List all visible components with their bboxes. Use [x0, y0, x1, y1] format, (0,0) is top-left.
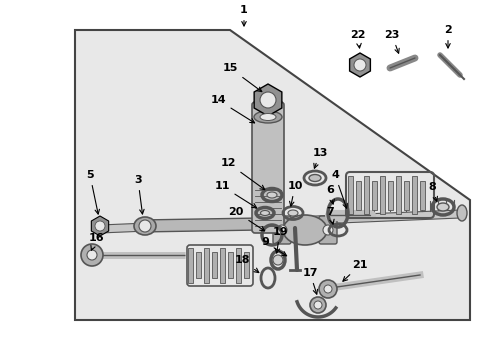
- Text: 5: 5: [86, 170, 99, 214]
- Bar: [220, 248, 224, 283]
- Text: 11: 11: [214, 181, 256, 208]
- Text: 12: 12: [220, 158, 264, 190]
- Bar: [387, 181, 392, 210]
- FancyBboxPatch shape: [272, 216, 290, 244]
- Ellipse shape: [308, 175, 320, 181]
- Circle shape: [309, 297, 325, 313]
- Text: 20: 20: [228, 207, 264, 231]
- Text: 22: 22: [349, 30, 365, 48]
- Ellipse shape: [456, 205, 466, 221]
- Circle shape: [87, 250, 97, 260]
- Bar: [244, 252, 248, 278]
- Ellipse shape: [134, 217, 156, 235]
- Circle shape: [139, 220, 151, 232]
- Bar: [355, 181, 360, 210]
- Bar: [411, 176, 416, 214]
- Text: 7: 7: [325, 207, 333, 224]
- Text: 13: 13: [312, 148, 327, 168]
- Text: 21: 21: [342, 260, 367, 281]
- Bar: [363, 176, 368, 214]
- Bar: [236, 248, 241, 283]
- Text: 23: 23: [384, 30, 399, 53]
- Text: 17: 17: [302, 268, 317, 294]
- Text: 19: 19: [272, 227, 287, 253]
- Circle shape: [95, 221, 105, 231]
- Text: 2: 2: [443, 25, 451, 48]
- Circle shape: [313, 301, 321, 309]
- Text: 6: 6: [325, 185, 334, 204]
- Text: 1: 1: [240, 5, 247, 26]
- Text: 3: 3: [134, 175, 144, 214]
- Circle shape: [81, 244, 103, 266]
- Circle shape: [324, 285, 331, 293]
- Text: 10: 10: [287, 181, 302, 206]
- Ellipse shape: [260, 211, 269, 216]
- Bar: [187, 248, 193, 283]
- Ellipse shape: [436, 203, 448, 211]
- Circle shape: [323, 225, 332, 235]
- Ellipse shape: [283, 215, 326, 245]
- Text: 15: 15: [222, 63, 261, 91]
- Circle shape: [260, 92, 275, 108]
- FancyBboxPatch shape: [318, 216, 336, 244]
- FancyBboxPatch shape: [251, 102, 284, 233]
- Bar: [227, 252, 232, 278]
- Circle shape: [276, 225, 286, 235]
- Bar: [403, 181, 408, 210]
- Polygon shape: [140, 218, 260, 232]
- Text: 9: 9: [261, 237, 286, 256]
- Ellipse shape: [287, 210, 297, 216]
- Ellipse shape: [253, 111, 282, 123]
- Bar: [203, 248, 208, 283]
- Ellipse shape: [260, 113, 275, 121]
- Text: 18: 18: [234, 255, 258, 273]
- Polygon shape: [100, 210, 459, 233]
- Text: 4: 4: [330, 170, 346, 208]
- Text: 16: 16: [88, 233, 103, 250]
- Bar: [419, 181, 424, 210]
- Text: 14: 14: [210, 95, 254, 123]
- Ellipse shape: [266, 192, 276, 198]
- Bar: [395, 176, 400, 214]
- Circle shape: [318, 280, 336, 298]
- Bar: [379, 176, 384, 214]
- Bar: [212, 252, 217, 278]
- Bar: [371, 181, 376, 210]
- Circle shape: [353, 59, 365, 71]
- Bar: [196, 252, 201, 278]
- Text: 8: 8: [427, 182, 437, 201]
- Polygon shape: [75, 30, 469, 320]
- Circle shape: [272, 255, 283, 265]
- Bar: [347, 176, 352, 214]
